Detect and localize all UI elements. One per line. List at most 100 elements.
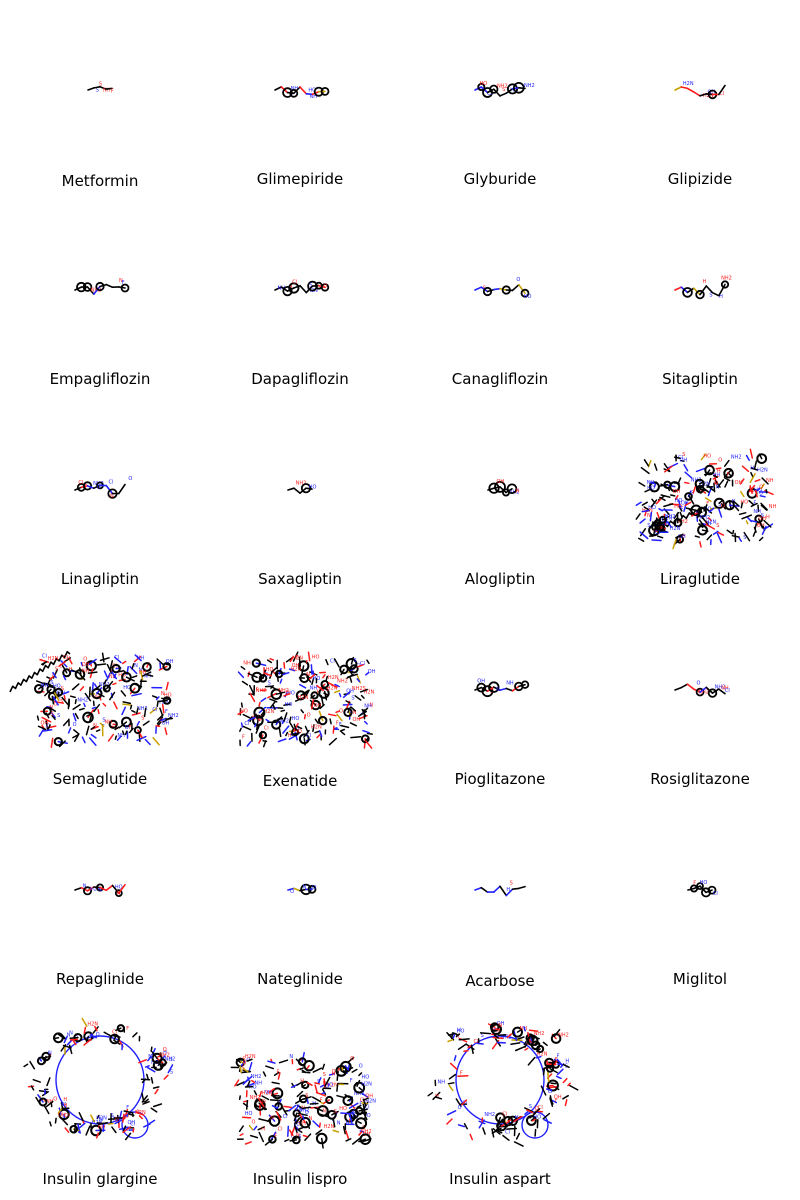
atom-label: S (354, 658, 357, 664)
atom-label: HO (312, 655, 320, 661)
bond (657, 535, 664, 539)
molecule-cell: Cl F NH2 O Cl N O Linagliptin (0, 400, 200, 600)
atom-label: Cl (325, 1083, 330, 1089)
atom-label: O (252, 1120, 256, 1126)
molecule-name: Insulin lispro (252, 1170, 348, 1188)
bond (677, 477, 682, 485)
bond (141, 1078, 147, 1084)
atom-label: H (750, 465, 754, 471)
atom-label: O (54, 702, 58, 708)
bond (507, 1118, 513, 1122)
atom-label: Cl (306, 733, 311, 739)
bond (427, 1091, 434, 1097)
atom-label: Cl (130, 1121, 135, 1127)
bond (302, 690, 309, 696)
cluster (43, 1088, 49, 1095)
atom-label: OH (139, 670, 147, 676)
bond (265, 1065, 275, 1070)
atom-label: HO (240, 708, 248, 714)
ring (696, 507, 708, 518)
bond (29, 1060, 36, 1070)
ring (477, 83, 486, 92)
atom-label: S (96, 87, 99, 93)
bond (740, 502, 744, 509)
bond (293, 723, 297, 732)
atom-label: OH (497, 479, 505, 485)
ring (756, 453, 768, 464)
atom-label: NH2 (159, 1052, 170, 1058)
atom-label: N (48, 1051, 52, 1057)
ring (339, 664, 349, 675)
atom-label: Cl (64, 1113, 69, 1119)
bond (749, 487, 754, 493)
bond (271, 1104, 278, 1109)
bond (293, 487, 301, 494)
molecule-name: Insulin aspart (449, 1170, 551, 1188)
bond (43, 682, 51, 686)
ring (82, 711, 94, 724)
bond (746, 516, 753, 523)
bond (281, 1106, 288, 1116)
bond (239, 1065, 242, 1073)
ring (488, 681, 500, 693)
atom-label: O (97, 485, 101, 491)
ring (697, 524, 708, 536)
bond (513, 1141, 524, 1147)
bond (113, 701, 118, 710)
bond (319, 703, 325, 710)
atom-label: F (680, 507, 683, 513)
bond (114, 735, 118, 740)
bond (277, 738, 287, 743)
bond (683, 463, 689, 472)
bond (518, 885, 526, 890)
bond (562, 1077, 568, 1084)
bond (112, 682, 117, 686)
bond (111, 671, 118, 680)
atom-label: NH2 (558, 1033, 569, 1039)
skeleton: NH2NNHON (74, 883, 126, 897)
bond (640, 466, 650, 475)
bond (241, 680, 249, 686)
molecule-name: Exenatide (262, 772, 338, 790)
bond (562, 1063, 570, 1069)
bond (745, 520, 749, 525)
bond (74, 698, 77, 705)
bond (727, 472, 732, 477)
bond (363, 1097, 369, 1101)
atom-label: O (463, 1100, 467, 1106)
atom-label: NH (243, 661, 251, 667)
bond (246, 1080, 251, 1087)
bond (261, 1095, 270, 1101)
bond (41, 661, 48, 666)
atom-label: NH2 (361, 1129, 372, 1135)
bond (699, 686, 708, 693)
bond (700, 453, 707, 461)
bond (311, 677, 315, 686)
bond (99, 886, 108, 892)
ring (520, 288, 530, 298)
atom-label: Cl (365, 1105, 370, 1111)
atom-label: F (555, 1057, 558, 1063)
bond (238, 1125, 244, 1133)
atom-label: N (309, 1116, 313, 1122)
bond (638, 481, 646, 487)
bond (161, 704, 165, 714)
molecule-cell: H2NHONFSNHSClSNHClOOHOOHHOOHNHSOH2NOHFNH… (0, 600, 200, 800)
bond (304, 689, 310, 698)
ring (95, 281, 105, 292)
bond (447, 1082, 455, 1085)
atom-label: F (126, 1105, 129, 1111)
bond (136, 720, 140, 726)
bond (74, 286, 83, 291)
bond (542, 1041, 548, 1047)
atom-label: NH2 (721, 276, 732, 282)
ring (520, 680, 530, 689)
atom-label: NH2 (251, 1074, 262, 1080)
cluster: H (432, 1091, 443, 1101)
disulfide-ring (55, 1035, 145, 1125)
bond (340, 731, 346, 736)
bond (674, 686, 683, 691)
bond (287, 1125, 290, 1137)
